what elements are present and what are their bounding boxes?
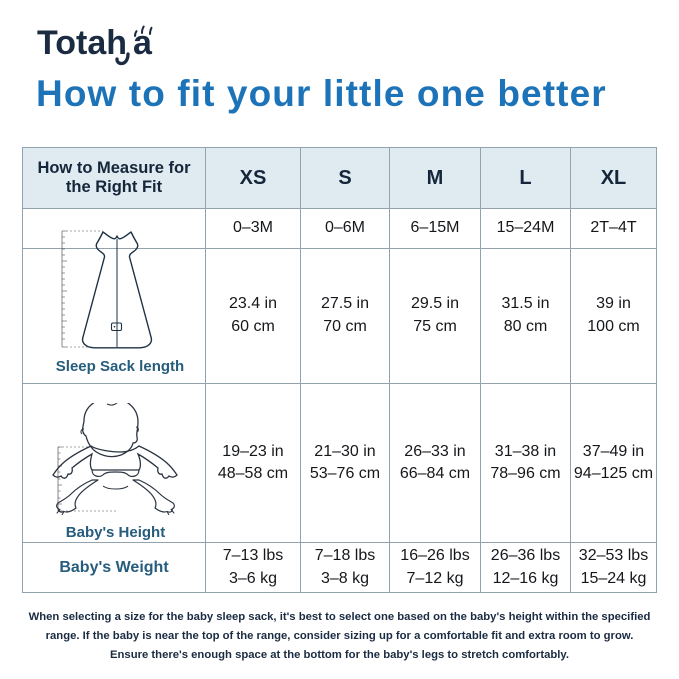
svg-text:Totah: Totah [37,24,127,62]
